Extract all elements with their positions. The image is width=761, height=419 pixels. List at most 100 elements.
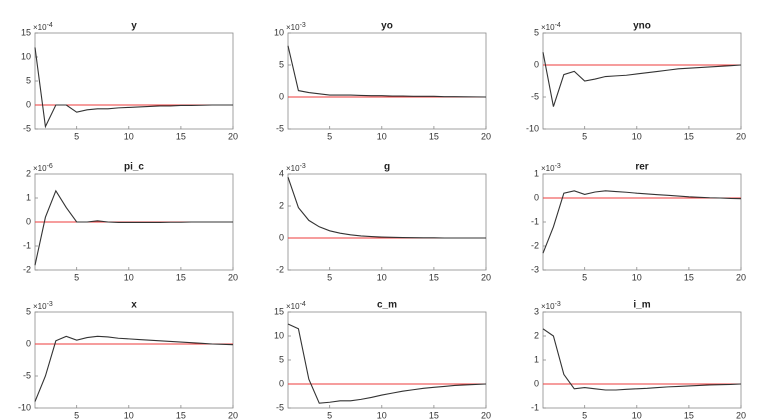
plot-area xyxy=(542,173,742,271)
y-tick-label: -2 xyxy=(531,240,539,250)
x-tick-label: 10 xyxy=(124,272,134,282)
y-tick-label: 1 xyxy=(26,192,31,202)
y-tick-label: -5 xyxy=(276,123,284,133)
y-tick-label: -10 xyxy=(18,402,31,412)
x-tick-label: 20 xyxy=(736,272,746,282)
exponent-label: ×10-6 xyxy=(33,163,53,173)
x-tick-label: 20 xyxy=(228,272,238,282)
exponent: -4 xyxy=(300,301,306,308)
exponent: -3 xyxy=(47,301,53,308)
x-tick-label: 10 xyxy=(377,131,387,141)
y-tick-label: 0 xyxy=(534,378,539,388)
y-tick-label: 1 xyxy=(534,168,539,178)
response-line xyxy=(542,190,742,254)
exponent-label: ×10-3 xyxy=(286,22,306,32)
y-tick-label: 10 xyxy=(21,51,31,61)
plot-area xyxy=(287,32,487,130)
x-tick-label: 10 xyxy=(124,131,134,141)
subplot-title: pi_c xyxy=(124,162,144,173)
x-tick-label: 15 xyxy=(684,131,694,141)
y-tick-label: -2 xyxy=(23,264,31,274)
y-tick-label: 5 xyxy=(279,354,284,364)
x-tick-label: 15 xyxy=(429,272,439,282)
multiplier: ×10 xyxy=(33,23,47,32)
x-tick-label: 5 xyxy=(582,131,587,141)
x-tick-label: 15 xyxy=(176,272,186,282)
x-tick-label: 10 xyxy=(632,272,642,282)
x-tick-label: 5 xyxy=(74,410,79,419)
exponent: -3 xyxy=(555,163,561,170)
y-tick-label: 5 xyxy=(534,27,539,37)
y-tick-label: 0 xyxy=(26,99,31,109)
y-tick-label: 10 xyxy=(274,27,284,37)
multiplier: ×10 xyxy=(286,23,300,32)
y-tick-label: -5 xyxy=(276,402,284,412)
y-tick-label: 5 xyxy=(279,59,284,69)
y-tick-label: 0 xyxy=(279,378,284,388)
subplot-title: y xyxy=(131,21,137,32)
exponent: -6 xyxy=(47,163,53,170)
multiplier: ×10 xyxy=(286,302,300,311)
exponent-label: ×10-3 xyxy=(33,301,53,311)
y-tick-label: -5 xyxy=(23,123,31,133)
x-tick-label: 20 xyxy=(228,131,238,141)
y-tick-label: 1 xyxy=(534,354,539,364)
y-tick-label: -1 xyxy=(531,216,539,226)
exponent: -3 xyxy=(555,301,561,308)
subplot: c_m ×10-4 -5 0 5 10 15 5 10 15 20 xyxy=(274,300,491,419)
subplot: pi_c ×10-6 -2 -1 0 1 2 5 10 15 20 xyxy=(23,162,238,283)
y-tick-label: -5 xyxy=(531,91,539,101)
subplot-title: c_m xyxy=(377,300,397,311)
multiplier: ×10 xyxy=(541,23,555,32)
plot-area xyxy=(542,311,742,409)
y-tick-label: -5 xyxy=(23,370,31,380)
response-line xyxy=(34,47,233,129)
y-tick-label: -10 xyxy=(526,123,539,133)
y-tick-label: -2 xyxy=(276,264,284,274)
x-tick-label: 20 xyxy=(481,131,491,141)
x-tick-label: 5 xyxy=(74,272,79,282)
y-tick-label: 0 xyxy=(279,91,284,101)
y-tick-label: 5 xyxy=(26,306,31,316)
plot-area xyxy=(34,32,234,130)
plot-area xyxy=(542,32,742,130)
plot-area xyxy=(287,173,487,271)
x-tick-label: 5 xyxy=(582,410,587,419)
response-line xyxy=(542,52,742,107)
response-line xyxy=(34,189,233,266)
exponent-label: ×10-4 xyxy=(286,301,306,311)
exponent: -3 xyxy=(300,22,306,29)
multiplier: ×10 xyxy=(33,164,47,173)
x-tick-label: 10 xyxy=(632,410,642,419)
y-tick-label: 0 xyxy=(26,338,31,348)
y-tick-label: 0 xyxy=(26,216,31,226)
x-tick-label: 15 xyxy=(429,131,439,141)
exponent: -4 xyxy=(47,22,53,29)
y-tick-label: 0 xyxy=(534,59,539,69)
exponent-label: ×10-3 xyxy=(286,163,306,173)
x-tick-label: 15 xyxy=(176,410,186,419)
x-tick-label: 10 xyxy=(377,410,387,419)
y-tick-label: -1 xyxy=(531,402,539,412)
x-tick-label: 15 xyxy=(684,272,694,282)
exponent: -3 xyxy=(300,163,306,170)
subplot: g ×10-3 -2 0 2 4 5 10 15 20 xyxy=(276,162,491,283)
y-tick-label: 5 xyxy=(26,75,31,85)
subplot-title: rer xyxy=(635,162,648,173)
subplot-title: yo xyxy=(381,21,393,32)
x-tick-label: 15 xyxy=(176,131,186,141)
subplot-title: yno xyxy=(633,21,651,32)
y-tick-label: -3 xyxy=(531,264,539,274)
x-tick-label: 5 xyxy=(327,410,332,419)
subplot-title: g xyxy=(384,162,390,173)
exponent-label: ×10-4 xyxy=(33,22,53,32)
y-tick-label: 2 xyxy=(534,330,539,340)
subplot: i_m ×10-3 -1 0 1 2 3 5 10 15 20 xyxy=(531,300,746,419)
response-line xyxy=(542,328,742,391)
y-tick-label: 2 xyxy=(279,200,284,210)
x-tick-label: 10 xyxy=(124,410,134,419)
x-tick-label: 10 xyxy=(632,131,642,141)
plot-area xyxy=(287,311,487,409)
